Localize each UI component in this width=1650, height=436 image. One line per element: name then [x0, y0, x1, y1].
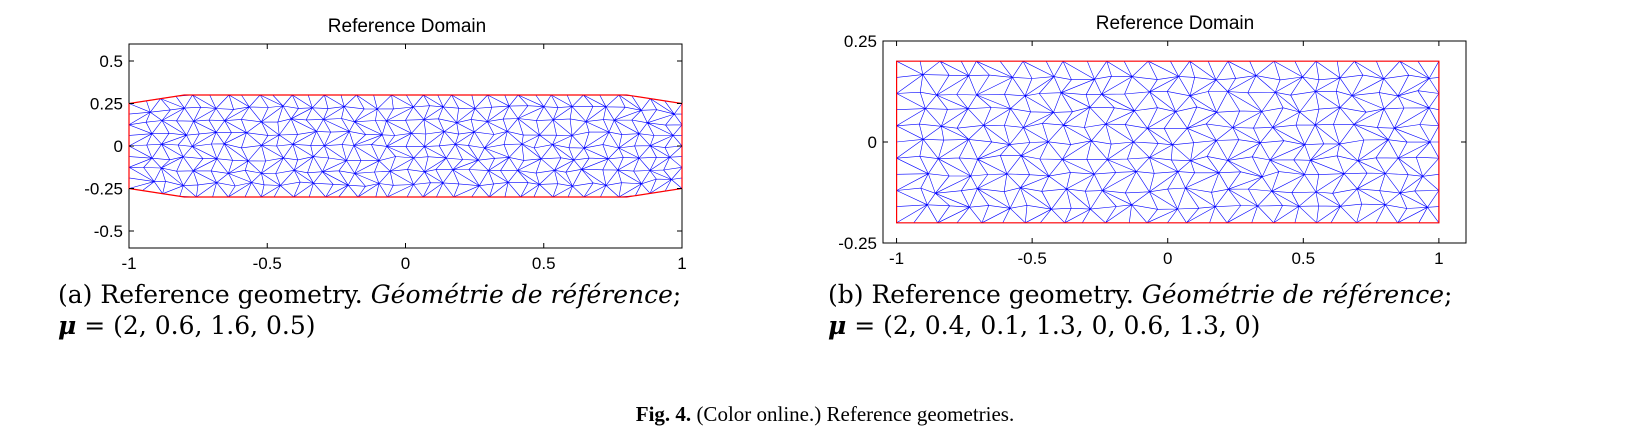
caption-b-text: Reference geometry. — [871, 280, 1134, 309]
caption-a: (a) Reference geometry. Géométrie de réf… — [58, 279, 681, 341]
chart-a-xtick-label: 0 — [401, 254, 410, 273]
chart-a-xtick-label: 0.5 — [532, 254, 556, 273]
caption-b-label: (b) — [828, 280, 864, 309]
figure-caption-label: Fig. 4. — [635, 402, 692, 426]
chart-b-mesh — [896, 60, 1440, 224]
chart-b-ytick-label: 0.25 — [844, 32, 877, 51]
chart-a-xtick-label: 1 — [677, 254, 686, 273]
chart-b-ytick-labels: -0.25 0 0.25 — [838, 32, 877, 253]
caption-a-line-2: μ = (2, 0.6, 1.6, 0.5) — [58, 310, 681, 341]
chart-b-xtick-label: -1 — [889, 249, 904, 268]
figure-caption: Fig. 4. (Color online.) Reference geomet… — [0, 402, 1650, 427]
chart-b-mesh-edges — [896, 60, 1440, 224]
chart-b-ytick-label: -0.25 — [838, 234, 877, 253]
caption-b-mu-value: = (2, 0.4, 0.1, 1.3, 0, 0.6, 1.3, 0) — [854, 311, 1261, 340]
chart-b-xtick-label: 0.5 — [1291, 249, 1315, 268]
caption-a-line-1: (a) Reference geometry. Géométrie de réf… — [58, 279, 681, 310]
caption-a-mu-value: = (2, 0.6, 1.6, 0.5) — [84, 311, 316, 340]
chart-b-xtick-labels: -1 -0.5 0 0.5 1 — [889, 249, 1444, 268]
caption-a-text: Reference geometry. — [100, 280, 363, 309]
caption-a-italic: Géométrie de référence — [370, 280, 673, 309]
chart-a-ytick-label: -0.25 — [84, 180, 123, 199]
caption-b-line-1: (b) Reference geometry. Géométrie de réf… — [828, 279, 1452, 310]
caption-b-mu: μ — [828, 311, 847, 340]
chart-b-ytick-label: 0 — [868, 133, 877, 152]
caption-b-italic: Géométrie de référence — [1141, 280, 1445, 309]
figure-caption-text: (Color online.) Reference geometries. — [696, 402, 1015, 426]
chart-a-ytick-label: 0.5 — [99, 52, 123, 71]
chart-a-mesh — [128, 94, 683, 198]
caption-a-mu: μ — [58, 311, 77, 340]
chart-a-title: Reference Domain — [328, 16, 486, 37]
chart-b-xtick-label: -0.5 — [1017, 249, 1046, 268]
chart-a-ytick-labels: -0.5 -0.25 0 0.25 0.5 — [84, 52, 123, 241]
caption-b: (b) Reference geometry. Géométrie de réf… — [828, 279, 1452, 341]
chart-a-ytick-label: 0.25 — [90, 95, 123, 114]
chart-a: Reference Domain -1 -0.5 0 0.5 1 -0.5 -0… — [84, 16, 686, 273]
chart-b-boundary — [895, 60, 1440, 224]
caption-b-line-2: μ = (2, 0.4, 0.1, 1.3, 0, 0.6, 1.3, 0) — [828, 310, 1452, 341]
chart-a-ytick-label: -0.5 — [94, 222, 123, 241]
chart-b-xtick-label: 0 — [1163, 249, 1172, 268]
caption-b-semicolon: ; — [1444, 280, 1453, 309]
chart-b-xtick-label: 1 — [1434, 249, 1443, 268]
chart-a-ytick-label: 0 — [114, 137, 123, 156]
chart-a-mesh-edges — [128, 94, 683, 198]
chart-a-ticks — [128, 44, 683, 248]
chart-b-ticks — [883, 40, 1466, 244]
chart-b-title: Reference Domain — [1096, 13, 1254, 34]
chart-a-xtick-label: -0.5 — [253, 254, 282, 273]
chart-b: Reference Domain -1 -0.5 0 0.5 1 -0.25 0… — [838, 13, 1467, 268]
chart-a-xtick-label: -1 — [121, 254, 136, 273]
caption-a-label: (a) — [58, 280, 93, 309]
chart-a-xtick-labels: -1 -0.5 0 0.5 1 — [121, 254, 686, 273]
caption-a-semicolon: ; — [672, 280, 682, 309]
